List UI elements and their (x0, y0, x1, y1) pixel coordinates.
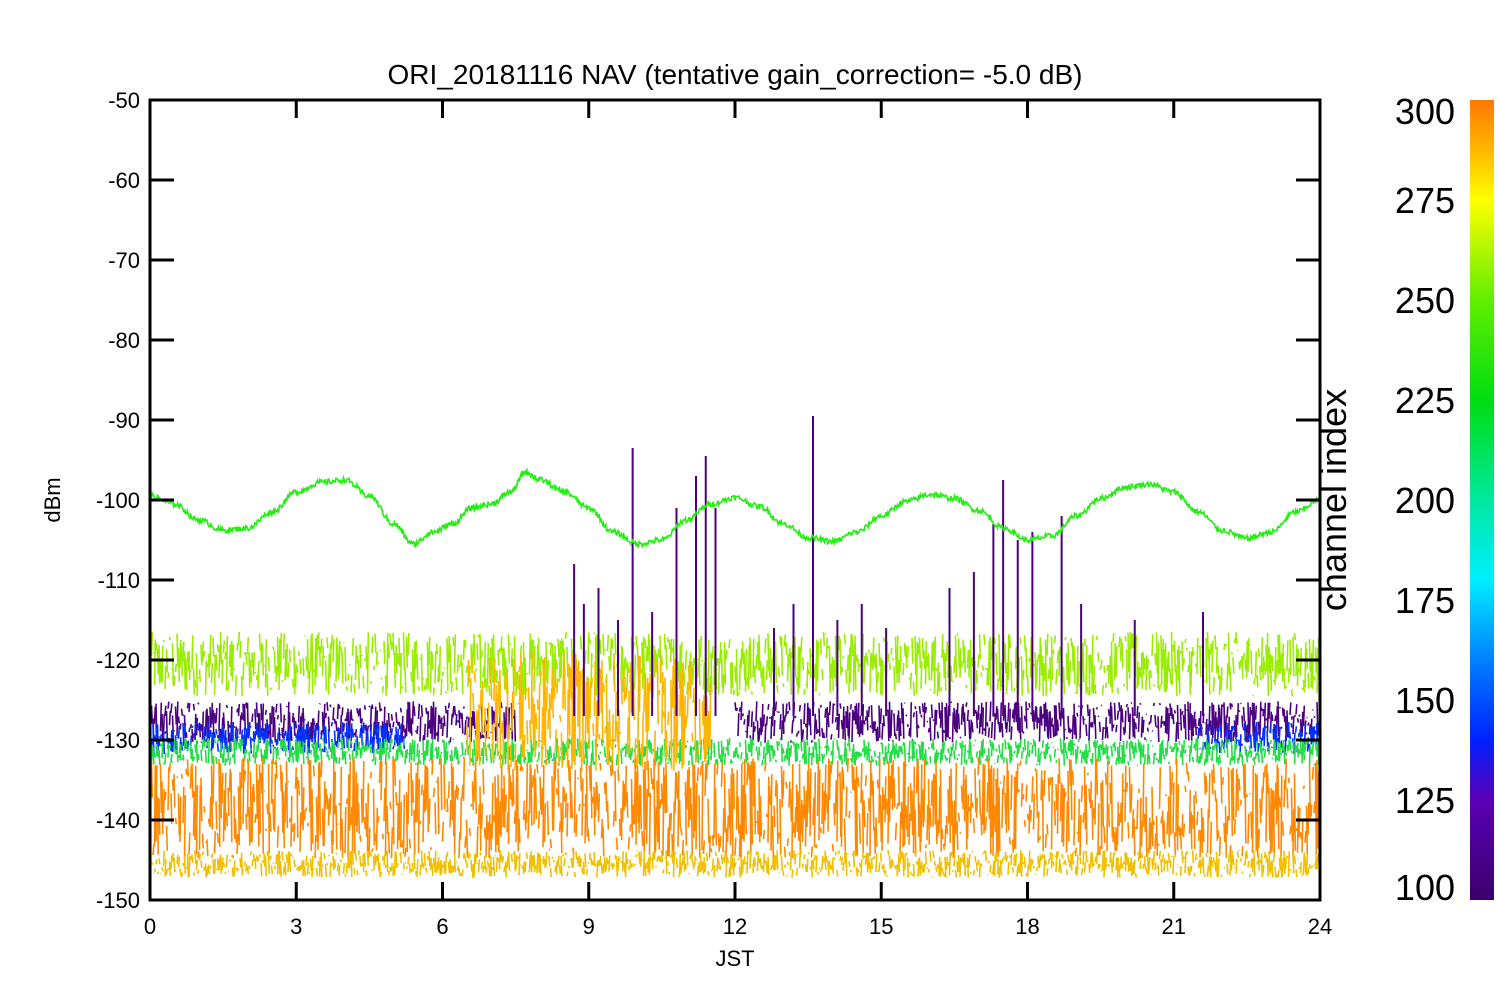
x-tick-label: 15 (869, 914, 893, 939)
y-tick-label: -140 (96, 808, 140, 833)
x-tick-label: 3 (290, 914, 302, 939)
colorbar-tick-label: 125 (1395, 780, 1455, 821)
series-line-0 (150, 467, 1320, 549)
colorbar-label: channel index (1313, 389, 1354, 611)
colorbar-tick-label: 300 (1395, 91, 1455, 132)
colorbar-tick-label: 200 (1395, 480, 1455, 521)
y-tick-label: -70 (108, 248, 140, 273)
x-tick-label: 21 (1162, 914, 1186, 939)
y-tick-label: -50 (108, 88, 140, 113)
colorbar-tick-label: 275 (1395, 180, 1455, 221)
y-axis-label: dBm (40, 477, 65, 522)
series-band-3 (734, 701, 1320, 743)
series-layer (150, 416, 1320, 879)
colorbar-gradient (1470, 100, 1494, 900)
colorbar-tick-label: 225 (1395, 380, 1455, 421)
x-tick-label: 9 (583, 914, 595, 939)
x-axis: 0 3 6 9 12 15 18 21 24 (144, 100, 1332, 939)
x-tick-label: 0 (144, 914, 156, 939)
x-tick-label: 6 (436, 914, 448, 939)
y-tick-label: -130 (96, 728, 140, 753)
x-axis-label: JST (715, 946, 754, 971)
x-tick-label: 24 (1308, 914, 1332, 939)
x-tick-label: 18 (1015, 914, 1039, 939)
y-axis: -50 -60 -70 -80 -90 -100 -110 -120 -130 -140 -150 (96, 88, 1320, 913)
y-tick-label: -110 (98, 568, 140, 593)
y-tick-label: -100 (96, 488, 140, 513)
y-tick-label: -150 (96, 888, 140, 913)
series-band-1 (150, 631, 1320, 697)
series-band-7 (466, 652, 712, 772)
colorbar-tick-label: 175 (1395, 580, 1455, 621)
y-tick-label: -90 (108, 408, 140, 433)
series-band-8 (150, 757, 1320, 859)
colorbar-tick-label: 250 (1395, 280, 1455, 321)
x-tick-label: 12 (723, 914, 747, 939)
chart-title: ORI_20181116 NAV (tentative gain_correct… (388, 59, 1083, 90)
colorbar-tick-label: 150 (1395, 680, 1455, 721)
colorbar: 300 275 250 225 200 175 150 125 100 (1395, 91, 1494, 908)
y-tick-label: -80 (108, 328, 140, 353)
colorbar-tick-label: 100 (1395, 867, 1455, 908)
y-tick-label: -120 (96, 648, 140, 673)
y-tick-label: -60 (108, 168, 140, 193)
